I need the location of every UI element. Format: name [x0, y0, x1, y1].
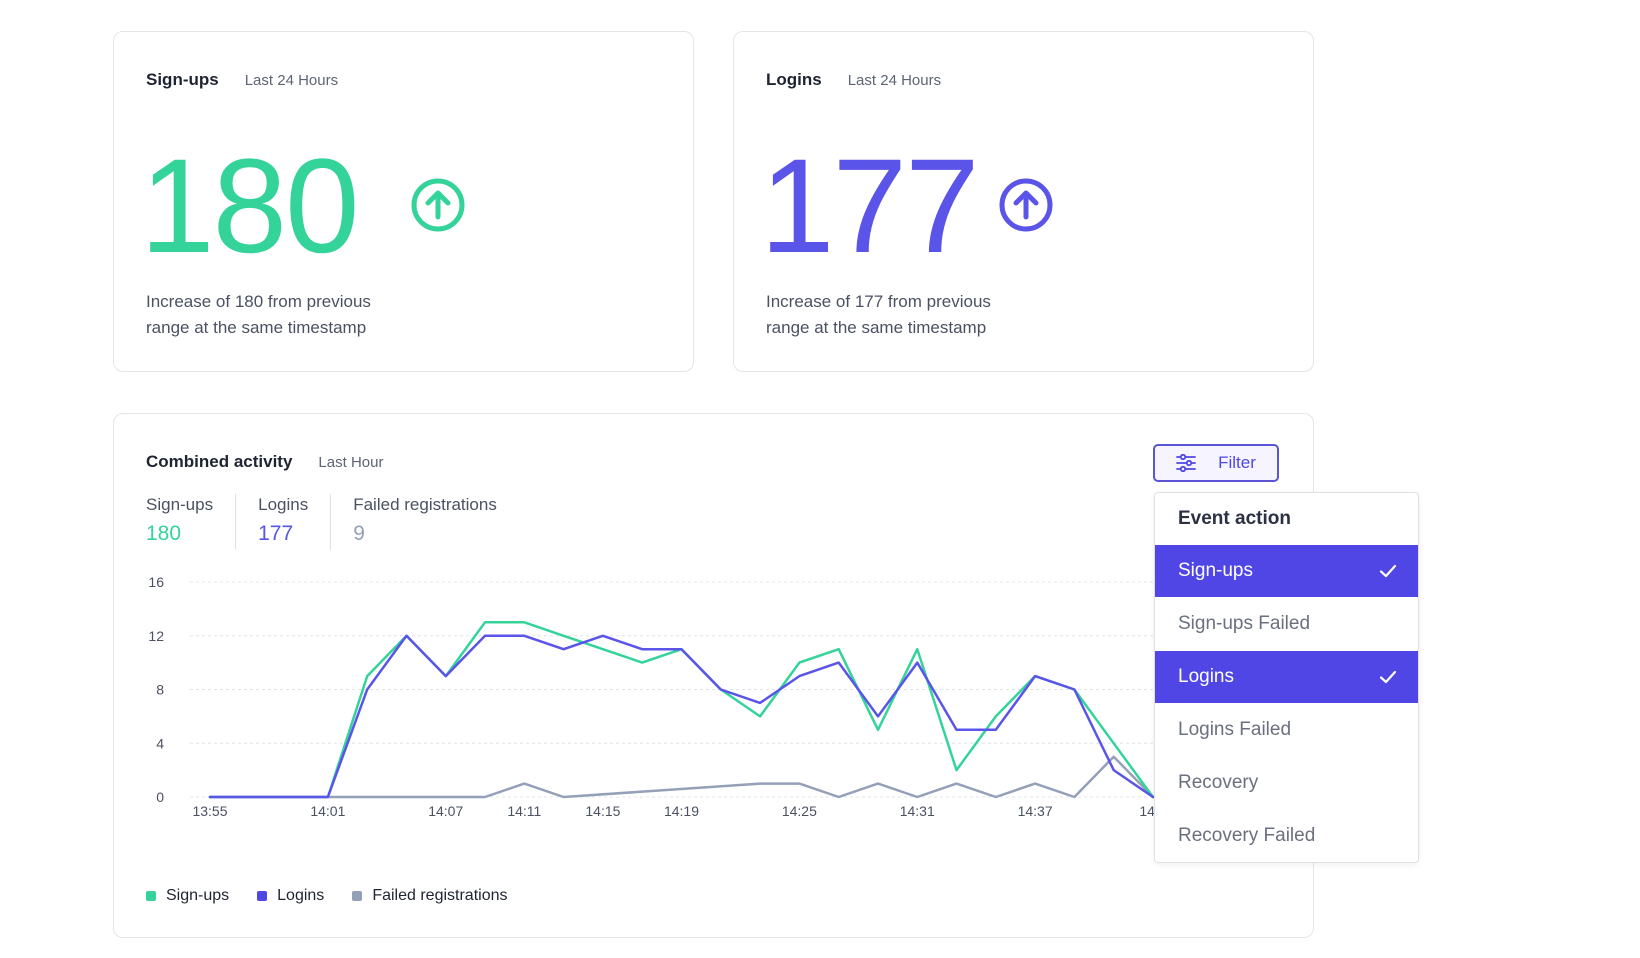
x-tick-label: 14:07 [428, 803, 463, 819]
legend-label: Failed registrations [372, 887, 508, 904]
stat-value: 177 [258, 522, 294, 545]
signups-card-description: Increase of 180 from previous range at t… [146, 292, 371, 337]
chart-legend: Sign-ups Logins Failed registrations [146, 887, 535, 905]
dropdown-item-label: Logins Failed [1178, 719, 1292, 740]
check-icon [1379, 564, 1397, 578]
signups-card-range: Last 24 Hours [244, 72, 339, 89]
signups-card: Sign-ups Last 24 Hours 180 Increase of 1… [113, 31, 694, 372]
x-tick-label: 14:15 [585, 803, 620, 819]
sliders-icon [1176, 454, 1197, 472]
logins-line [208, 634, 1155, 799]
legend-item-failed-registrations[interactable]: Failed registrations [352, 887, 507, 905]
failed-registrations-line [208, 755, 1155, 799]
x-tick-label: 14:11 [507, 803, 541, 819]
dropdown-item-label: Recovery [1178, 772, 1259, 793]
signups-card-title: Sign-ups [146, 70, 219, 89]
combined-activity-header: Combined activity Last Hour [146, 452, 383, 472]
logins-card: Logins Last 24 Hours 177 Increase of 177… [733, 31, 1314, 372]
legend-item-signups[interactable]: Sign-ups [146, 887, 229, 905]
filter-button-label: Filter [1218, 453, 1256, 472]
dropdown-item-logins[interactable]: Logins [1155, 651, 1418, 703]
dropdown-item-recovery[interactable]: Recovery [1155, 757, 1418, 809]
logins-card-range: Last 24 Hours [847, 72, 942, 89]
legend-swatch [146, 891, 156, 901]
x-tick-label: 14:25 [782, 803, 817, 819]
signups-total-value: 180 [140, 132, 360, 281]
stat-label: Sign-ups [146, 495, 214, 514]
legend-label: Logins [277, 887, 325, 904]
dropdown-item-label: Sign-ups [1178, 560, 1253, 581]
x-tick-label: 14:19 [664, 803, 699, 819]
logins-total-value: 177 [760, 132, 980, 281]
arrow-up-circle-icon [999, 178, 1053, 232]
logins-card-title: Logins [766, 70, 822, 89]
stat-signups: Sign-ups 180 [146, 494, 237, 550]
activity-line-chart: 0 4 8 12 16 13:55 14:01 14:07 14:11 14:15 14:19 14:… [148, 574, 1166, 819]
dropdown-item-recovery-failed[interactable]: Recovery Failed [1155, 810, 1418, 862]
y-tick-label: 0 [156, 789, 164, 805]
x-tick-label: 14:31 [900, 803, 935, 819]
stat-label: Failed registrations [353, 495, 497, 514]
dropdown-item-label: Sign-ups Failed [1178, 613, 1311, 634]
logins-card-description: Increase of 177 from previous range at t… [766, 292, 991, 337]
dropdown-item-logins-failed[interactable]: Logins Failed [1155, 704, 1418, 756]
y-tick-label: 4 [156, 735, 164, 751]
dropdown-item-signups-failed[interactable]: Sign-ups Failed [1155, 598, 1418, 650]
event-action-dropdown: Event action Sign-ups Sign-ups Failed Lo… [1154, 492, 1419, 863]
x-tick-label: 14:37 [1018, 803, 1053, 819]
combined-activity-card: 0 4 8 12 16 13:55 14:01 14:07 14:11 14:15 14:19 14:… [113, 413, 1314, 938]
legend-label: Sign-ups [166, 887, 230, 904]
stat-value: 9 [353, 522, 365, 545]
signups-card-header: Sign-ups Last 24 Hours [146, 70, 338, 90]
dropdown-item-label: Recovery Failed [1178, 825, 1316, 846]
filter-button[interactable]: Filter [1153, 444, 1279, 482]
stat-value: 180 [146, 522, 182, 545]
legend-item-logins[interactable]: Logins [257, 887, 324, 905]
stat-logins: Logins 177 [258, 494, 332, 550]
arrow-up-circle-icon [411, 178, 465, 232]
combined-stats: Sign-ups 180 Logins 177 Failed registrat… [146, 494, 541, 550]
stat-failed-registrations: Failed registrations 9 [353, 494, 519, 550]
dropdown-header: Event action [1178, 508, 1291, 529]
x-tick-label: 14:01 [310, 803, 345, 819]
combined-activity-range: Last Hour [318, 454, 384, 471]
dropdown-item-signups[interactable]: Sign-ups [1155, 545, 1418, 597]
legend-swatch [352, 891, 363, 901]
combined-activity-title: Combined activity [146, 452, 293, 471]
dropdown-item-label: Logins [1178, 666, 1234, 687]
y-tick-label: 8 [156, 682, 164, 698]
x-tick-label: 13:55 [192, 803, 227, 819]
y-tick-label: 16 [148, 574, 164, 590]
y-tick-label: 12 [148, 628, 164, 644]
logins-card-header: Logins Last 24 Hours [766, 70, 941, 90]
check-icon [1379, 670, 1397, 684]
stat-label: Logins [258, 495, 309, 514]
legend-swatch [257, 891, 268, 901]
